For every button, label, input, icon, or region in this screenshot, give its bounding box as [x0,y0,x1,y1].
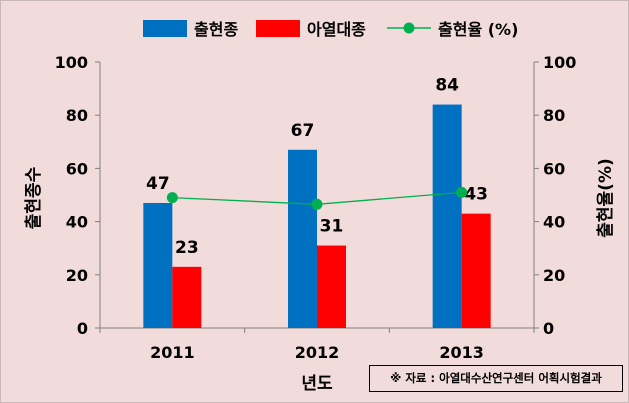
y2-tick-label: 20 [543,266,565,285]
bar [143,202,173,328]
legend-swatch [256,20,300,37]
y2-tick-label: 60 [543,159,565,178]
chart-marks: 47 67 84 23 31 43 [143,76,491,328]
bar [317,245,346,328]
y2-tick-label: 100 [543,53,576,72]
axes: 0 20 40 60 80 100 0 20 40 60 80 100 2011 2012 2013 [55,53,577,362]
y-tick-label: 100 [55,53,88,72]
y-tick-label: 20 [66,266,88,285]
bar-data-label: 47 [146,174,170,194]
y2-tick-label: 80 [543,106,565,125]
x-tick-label: 2011 [150,343,195,362]
bar [288,149,317,328]
x-axis-title: 년도 [301,374,333,394]
line-point [456,186,468,198]
legend-label: 출현율 (%) [438,20,518,39]
source-note: ※ 자료 : 아열대수산연구센터 어획시험결과 [369,365,623,392]
legend-marker [403,22,415,34]
y2-tick-label: 0 [543,319,554,338]
y-tick-label: 60 [66,159,88,178]
y2-axis-title: 출현율(%) [596,158,616,238]
bar [172,266,202,328]
line-point [166,192,178,204]
legend-label: 아열대종 [307,20,366,39]
x-tick-label: 2013 [439,343,484,362]
legend: 출현종 아열대종 출현율 (%) [143,20,518,39]
y2-tick-label: 40 [543,213,565,232]
line-point [311,198,323,210]
bar-data-label: 31 [320,217,344,237]
bar [432,104,462,328]
bar [461,213,491,328]
bar-data-label: 43 [464,185,488,205]
bar-data-label: 84 [435,76,459,96]
x-tick-label: 2012 [295,343,340,362]
y-tick-label: 40 [66,213,88,232]
y-axis-title: 출현종수 [24,166,44,229]
y-tick-label: 80 [66,106,88,125]
y-tick-label: 0 [77,319,88,338]
bar-data-label: 23 [175,238,199,258]
bar-data-label: 67 [291,121,315,141]
legend-swatch [143,20,187,37]
legend-label: 출현종 [194,20,238,39]
